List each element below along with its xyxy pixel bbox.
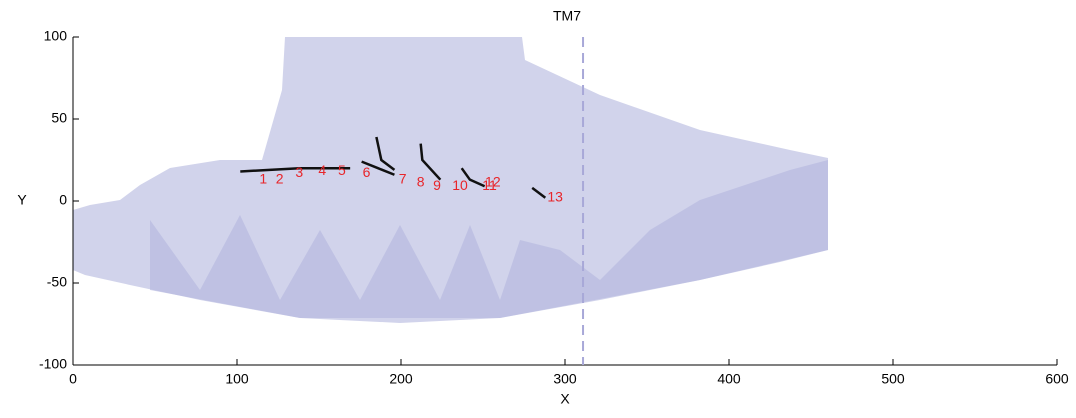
point-label: 10	[452, 177, 468, 193]
x-tick-label: 0	[69, 371, 77, 387]
track	[375, 136, 396, 171]
point-label: 5	[338, 162, 346, 178]
point-label: 6	[363, 164, 371, 180]
track	[240, 166, 351, 173]
y-tick-label: 100	[44, 28, 68, 44]
point-label: 4	[318, 162, 326, 178]
x-tick-label: 300	[553, 371, 577, 387]
chart-title: TM7	[553, 8, 581, 24]
point-label: 12	[485, 174, 501, 190]
track	[361, 160, 395, 176]
point-label: 8	[417, 174, 425, 190]
point-label: 2	[276, 170, 284, 186]
point-label: 11	[482, 177, 497, 193]
track	[531, 186, 547, 199]
y-tick-label: 50	[51, 110, 67, 126]
point-label: 9	[433, 177, 441, 193]
x-tick-label: 500	[881, 371, 905, 387]
point-label: 13	[547, 188, 563, 204]
point-cloud-shade	[150, 160, 828, 318]
y-axis-label: Y	[17, 192, 27, 208]
y-tick-label: -50	[47, 274, 67, 290]
point-label: 7	[399, 170, 407, 186]
x-tick-label: 200	[389, 371, 413, 387]
track	[460, 167, 486, 188]
y-tick-label: 0	[59, 192, 67, 208]
x-tick-label: 400	[717, 371, 741, 387]
point-label: 3	[295, 164, 303, 180]
point-label: 1	[259, 170, 267, 186]
y-tick-label: -100	[39, 356, 67, 372]
x-tick-label: 600	[1045, 371, 1069, 387]
x-axis-label: X	[560, 391, 570, 407]
x-tick-label: 100	[225, 371, 249, 387]
track	[419, 143, 442, 181]
